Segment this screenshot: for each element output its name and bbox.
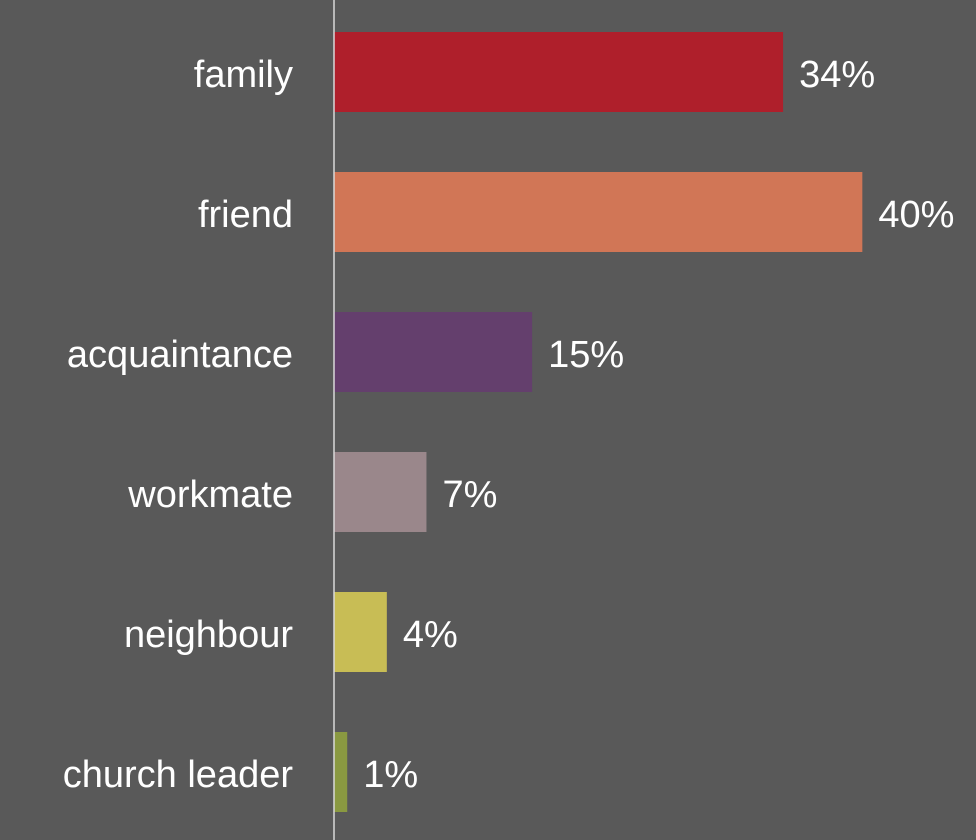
value-label: 4% [403, 614, 458, 656]
value-label: 15% [548, 334, 624, 376]
category-label: workmate [127, 474, 293, 516]
value-label: 34% [799, 54, 875, 96]
bar [334, 452, 427, 532]
bar [334, 732, 348, 812]
bar [334, 172, 863, 252]
category-label: neighbour [124, 614, 293, 656]
category-label: friend [198, 194, 293, 236]
value-label: 1% [363, 754, 418, 796]
bar [334, 32, 784, 112]
category-label: acquaintance [67, 334, 293, 376]
value-label: 40% [878, 194, 954, 236]
bar [334, 312, 533, 392]
bar [334, 592, 387, 672]
category-label: family [194, 54, 293, 96]
value-label: 7% [442, 474, 497, 516]
category-label: church leader [63, 754, 294, 796]
